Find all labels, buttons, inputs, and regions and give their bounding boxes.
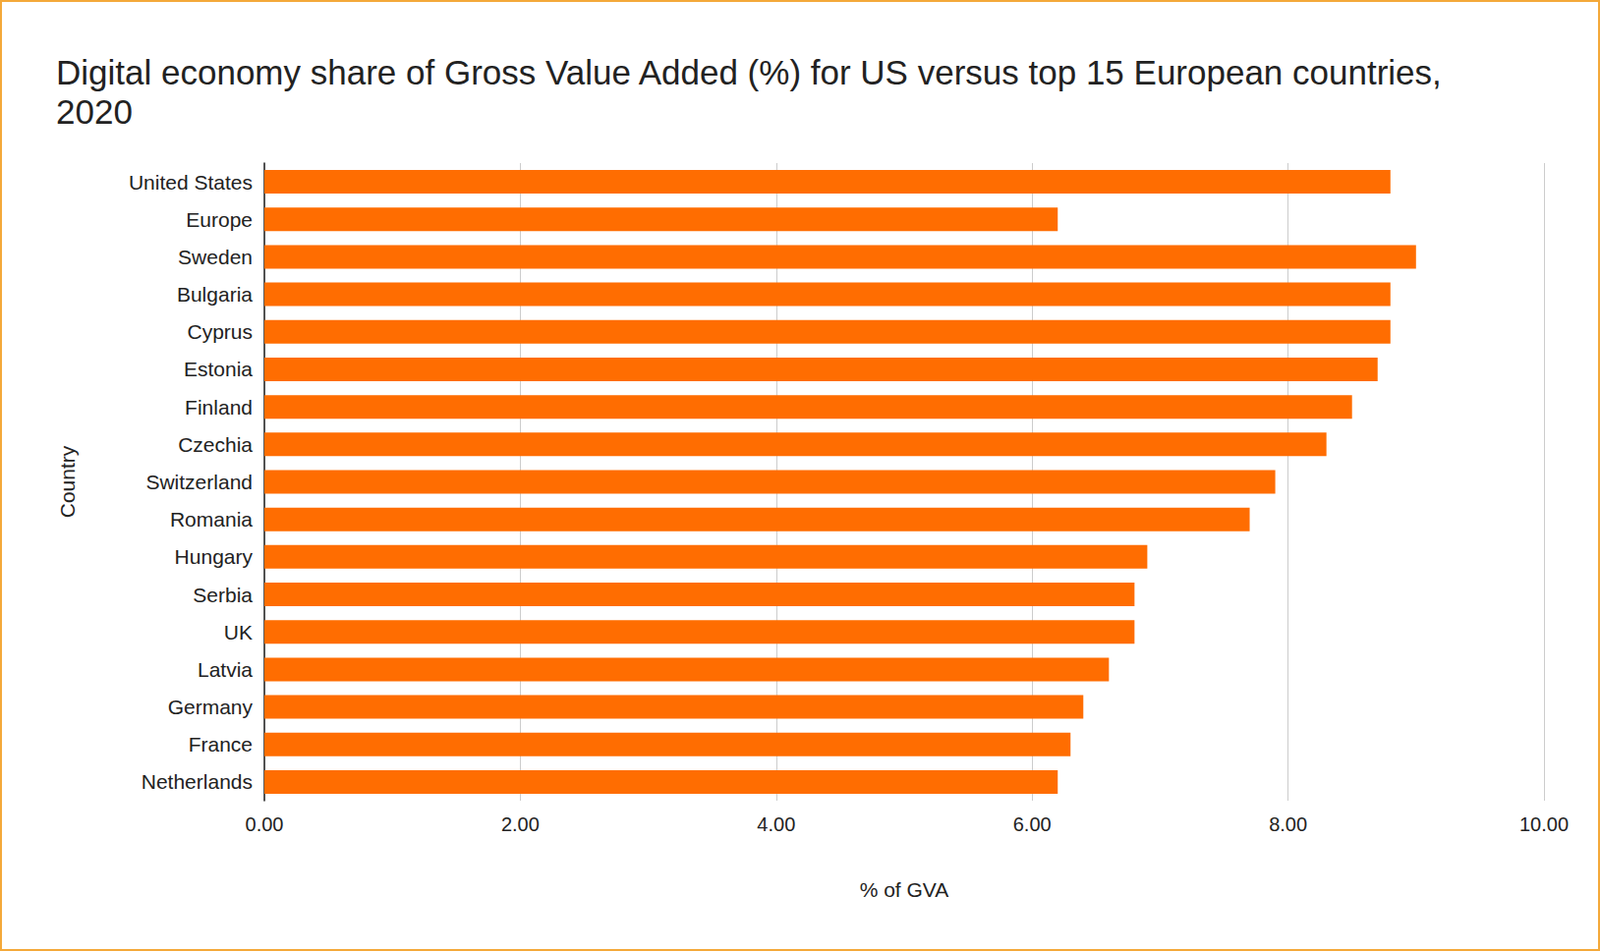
- svg-text:2.00: 2.00: [501, 813, 540, 836]
- svg-text:% of GVA: % of GVA: [859, 878, 950, 902]
- svg-text:Finland: Finland: [184, 396, 253, 419]
- svg-text:UK: UK: [224, 621, 253, 644]
- svg-text:Switzerland: Switzerland: [145, 470, 253, 494]
- svg-text:6.00: 6.00: [1013, 813, 1052, 836]
- svg-text:4.00: 4.00: [756, 813, 796, 836]
- svg-text:0.00: 0.00: [245, 813, 285, 836]
- svg-text:Romania: Romania: [170, 508, 253, 531]
- svg-text:Estonia: Estonia: [183, 357, 253, 381]
- svg-text:Czechia: Czechia: [177, 433, 253, 457]
- svg-text:2020: 2020: [56, 92, 133, 131]
- svg-text:Digital economy share of Gross: Digital economy share of Gross Value Add…: [56, 53, 1452, 92]
- svg-text:Netherlands: Netherlands: [141, 770, 253, 794]
- svg-text:Country: Country: [56, 445, 79, 518]
- svg-text:France: France: [188, 733, 253, 756]
- svg-text:Hungary: Hungary: [174, 545, 254, 569]
- svg-text:Sweden: Sweden: [177, 245, 253, 269]
- svg-text:Germany: Germany: [168, 695, 254, 719]
- svg-text:Latvia: Latvia: [197, 658, 253, 682]
- svg-text:Serbia: Serbia: [192, 583, 253, 607]
- svg-text:Bulgaria: Bulgaria: [176, 283, 253, 306]
- svg-text:8.00: 8.00: [1268, 813, 1308, 836]
- svg-text:Europe: Europe: [185, 208, 253, 231]
- svg-text:10.00: 10.00: [1519, 813, 1569, 836]
- svg-text:United States: United States: [128, 171, 253, 194]
- svg-text:Cyprus: Cyprus: [186, 320, 253, 343]
